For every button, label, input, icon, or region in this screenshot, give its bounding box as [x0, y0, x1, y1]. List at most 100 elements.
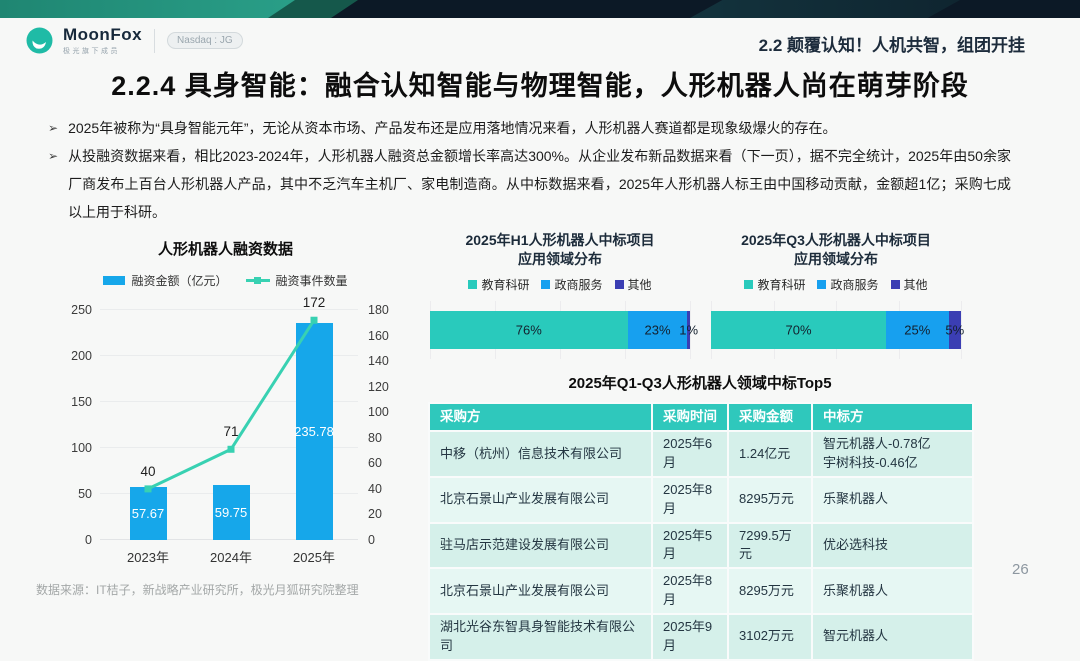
brand-lockup: MoonFox 极光旗下成员 Nasdaq : JG	[26, 25, 243, 56]
top-decoration-bar	[0, 0, 1080, 18]
h1-chart-legend: 教育科研 政商服务 其他	[424, 276, 696, 293]
top5-table-block: 2025年Q1-Q3人形机器人领域中标Top5 采购方 采购时间 采购金额 中标方 中移…	[428, 372, 974, 661]
top5-table: 采购方 采购时间 采购金额 中标方 中移（杭州）信息技术有限公司 2025年6月 1.24亿…	[428, 401, 974, 661]
q3-chart-bar: 70% 25% 5%	[711, 300, 965, 359]
h1-stacked-chart: 2025年H1人形机器人中标项目 应用领域分布 教育科研 政商服务 其他 76% 23…	[424, 231, 698, 359]
left-axis-tick: 200	[71, 349, 92, 363]
table-cell: 智元机器人	[811, 612, 974, 661]
h1-chart-title: 2025年H1人形机器人中标项目 应用领域分布	[465, 232, 655, 267]
legend-swatch	[541, 279, 551, 289]
table-cell: 北京石景山产业发展有限公司	[428, 567, 653, 615]
bullet-text: 2025年被称为“具身智能元年”，无论从资本市场、产品发布还是应用落地情况来看，…	[68, 120, 837, 136]
h1-chart-segments: 76% 23% 1%	[430, 310, 698, 349]
right-axis-tick: 140	[368, 354, 389, 369]
right-axis-tick: 0	[368, 533, 375, 547]
legend-item: 教育科研	[744, 276, 805, 293]
table-cell: 2025年8月	[651, 475, 729, 524]
line-value-label: 71	[223, 424, 239, 440]
topbar-teal-wedge	[0, 0, 315, 18]
table-cell: 2025年8月	[651, 567, 729, 615]
q3-chart-segments: 70% 25% 5%	[711, 310, 965, 349]
table-cell: 8295万元	[727, 567, 813, 615]
section-title: 2.2 颠覆认知！人机共智，组团开挂	[758, 36, 1025, 55]
bullet-list: ➢ 2025年被称为“具身智能元年”，无论从资本市场、产品发布还是应用落地情况来看…	[48, 114, 1011, 226]
table-header-row: 采购方 采购时间 采购金额 中标方	[428, 401, 974, 433]
table-title: 2025年Q1-Q3人形机器人领域中标Top5	[568, 375, 832, 392]
events-line	[144, 316, 318, 493]
table-cell: 湖北光谷东智具身智能技术有限公司	[428, 612, 653, 661]
stacked-segment	[430, 310, 628, 349]
legend-item: 教育科研	[468, 276, 529, 293]
legend-item: 其他	[614, 276, 652, 293]
table-row: 驻马店示范建设发展有限公司 2025年5月 7299.5万元 优必选科技	[428, 521, 974, 570]
legend-swatch	[817, 279, 827, 289]
nasdaq-badge: Nasdaq : JG	[167, 32, 243, 49]
table-header-cell: 采购方	[428, 401, 653, 433]
segment-value-label: 5%	[945, 322, 965, 338]
table-header-cell: 采购金额	[727, 401, 813, 433]
q3-chart-title: 2025年Q3人形机器人中标项目 应用领域分布	[741, 232, 931, 267]
bar-value-label: 57.67	[131, 505, 165, 521]
segment-value-label: 25%	[904, 322, 931, 338]
brand-name: MoonFox	[63, 25, 143, 44]
legend-item-events: 融资事件数量	[245, 272, 348, 289]
h1-chart-bar: 76% 23% 1%	[430, 300, 698, 359]
line-value-label: 172	[302, 295, 326, 311]
table-header-cell: 采购时间	[651, 401, 729, 433]
legend-item: 其他	[890, 276, 928, 293]
gridline	[100, 355, 358, 356]
legend-swatch	[614, 279, 624, 289]
header: MoonFox 极光旗下成员 Nasdaq : JG 2.2 颠覆认知！人机共智…	[0, 18, 1080, 64]
bullet-item: ➢ 从投融资数据来看，相比2023-2024年，人形机器人融资总金额增长率高达30…	[48, 142, 1011, 226]
q3-stacked-chart: 2025年Q3人形机器人中标项目 应用领域分布 教育科研 政商服务 其他 70% 25…	[702, 231, 970, 359]
table-cell: 2025年5月	[651, 521, 729, 570]
right-axis-tick: 20	[368, 507, 382, 522]
bullet-item: ➢ 2025年被称为“具身智能元年”，无论从资本市场、产品发布还是应用落地情况来看…	[48, 114, 1011, 142]
table-row: 北京石景山产业发展有限公司 2025年8月 8295万元 乐聚机器人	[428, 567, 974, 615]
table-header-cell: 中标方	[811, 401, 974, 433]
left-axis-tick: 50	[78, 487, 92, 501]
table-cell: 乐聚机器人	[811, 567, 974, 615]
left-axis-tick: 100	[71, 441, 92, 455]
table-cell: 2025年6月	[651, 430, 729, 478]
legend-label: 政商服务	[554, 277, 603, 292]
legend-bar-swatch	[103, 276, 126, 285]
legend-item: 政商服务	[817, 276, 879, 293]
bar-value-label: 235.78	[294, 424, 334, 440]
funding-bar: 59.75	[212, 485, 250, 540]
brand-tagline: 极光旗下成员	[63, 48, 120, 55]
legend-label: 其他	[627, 277, 652, 292]
gridline	[100, 401, 358, 402]
table-row: 湖北光谷东智具身智能技术有限公司 2025年9月 3102万元 智元机器人	[428, 612, 974, 661]
vertical-gridline	[961, 300, 962, 359]
funding-bar: 235.78	[294, 323, 334, 540]
table-cell: 优必选科技	[811, 521, 974, 570]
right-axis-tick: 60	[368, 456, 382, 471]
bullet-text: 从投融资数据来看，相比2023-2024年，人形机器人融资总金额增长率高达300…	[68, 148, 1011, 220]
left-axis-tick: 250	[71, 303, 92, 317]
topbar-subtle-wedge	[690, 0, 960, 18]
funding-chart-legend: 融资金额（亿元） 融资事件数量	[38, 272, 413, 289]
x-axis-label: 2025年	[293, 550, 335, 565]
topbar-darkteal-wedge	[268, 0, 358, 18]
stacked-segment	[886, 310, 949, 349]
stacked-segment	[627, 310, 688, 349]
table-row: 北京石景山产业发展有限公司 2025年8月 8295万元 乐聚机器人	[428, 475, 974, 524]
table-cell: 乐聚机器人	[811, 475, 974, 524]
legend-label: 其他	[903, 277, 928, 292]
right-axis-tick: 120	[368, 379, 389, 394]
x-axis-label: 2024年	[210, 550, 252, 565]
table-cell: 驻马店示范建设发展有限公司	[428, 521, 653, 570]
table-cell: 7299.5万元	[727, 521, 813, 570]
legend-line-marker	[253, 277, 261, 284]
funding-chart: 人形机器人融资数据 融资金额（亿元） 融资事件数量 0 50 100 150 200 250…	[38, 232, 413, 582]
table-cell: 3102万元	[727, 612, 813, 661]
stacked-segment	[687, 310, 690, 349]
segment-value-label: 76%	[515, 322, 542, 338]
bullet-arrow-icon: ➢	[48, 121, 59, 135]
brand-text: MoonFox 极光旗下成员	[63, 25, 142, 56]
funding-chart-title: 人形机器人融资数据	[157, 241, 293, 258]
bar-value-label: 59.75	[214, 505, 248, 521]
table-cell: 2025年9月	[651, 612, 729, 661]
vertical-gridline	[690, 300, 691, 359]
